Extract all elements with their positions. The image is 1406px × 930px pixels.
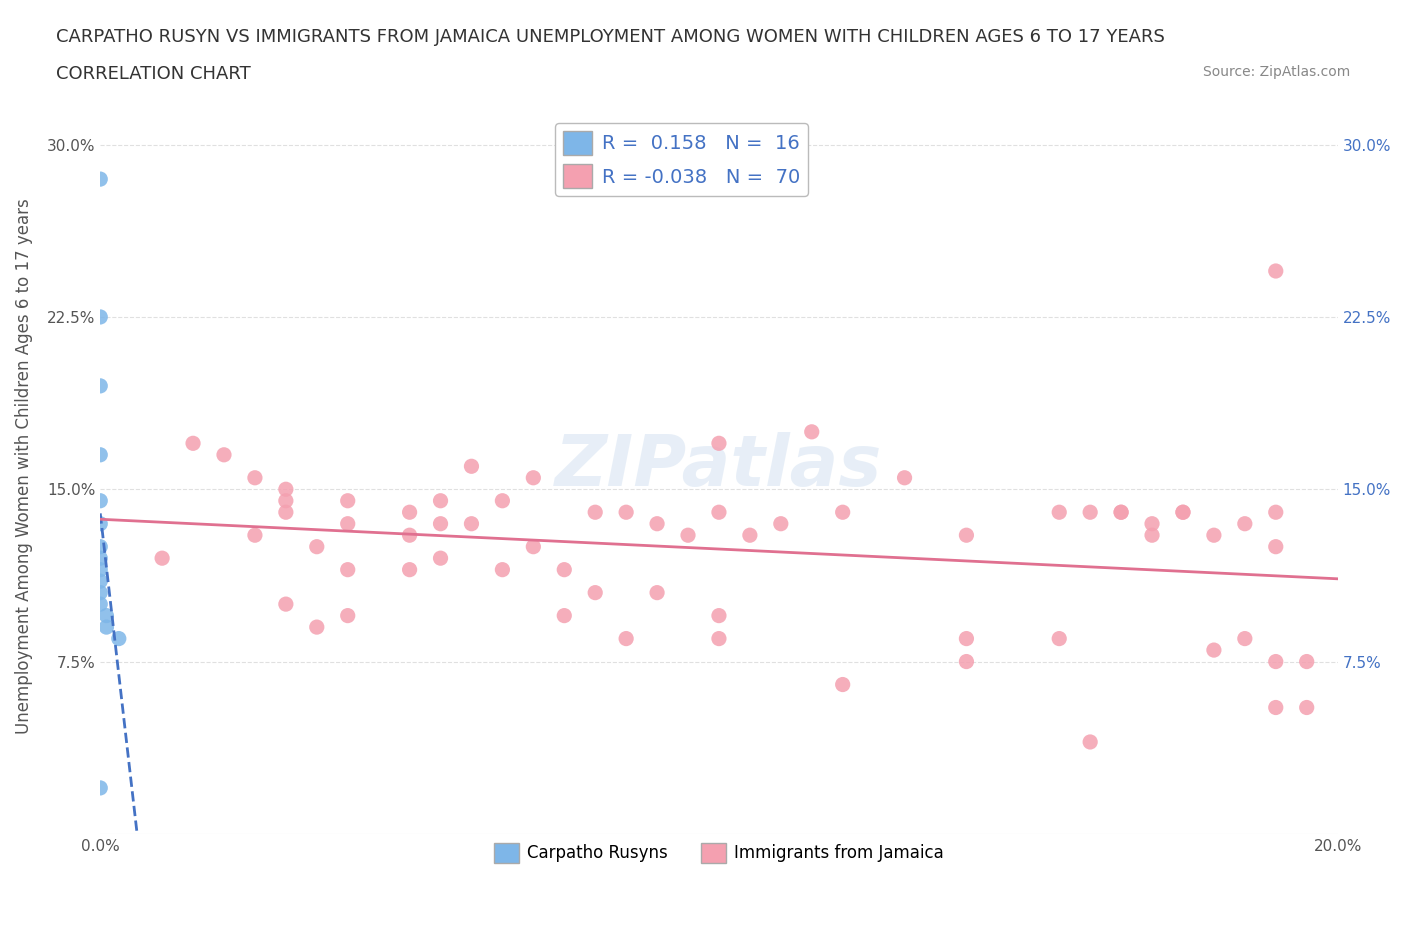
Point [491,493,513,508]
Text: ZIPatlas: ZIPatlas [555,432,883,500]
Point [305,619,328,634]
Point [89,585,111,600]
Point [955,654,977,669]
Point [955,631,977,646]
Point [1295,654,1317,669]
Point [429,493,451,508]
Point [1202,527,1225,542]
Point [89,780,111,795]
Point [583,585,606,600]
Point [1109,505,1132,520]
Point [89,516,111,531]
Point [274,505,297,520]
Point [243,471,266,485]
Point [274,597,297,612]
Point [831,505,853,520]
Point [460,516,482,531]
Point [1140,516,1163,531]
Point [707,608,730,623]
Point [89,379,111,393]
Point [398,505,420,520]
Point [150,551,173,565]
Point [1140,527,1163,542]
Point [1264,505,1286,520]
Point [1233,631,1256,646]
Point [460,458,482,473]
Point [491,563,513,578]
Point [243,527,266,542]
Point [800,424,823,439]
Point [707,505,730,520]
Point [89,310,111,325]
Point [89,574,111,589]
Point [1295,700,1317,715]
Point [336,563,359,578]
Text: CORRELATION CHART: CORRELATION CHART [56,65,252,83]
Y-axis label: Unemployment Among Women with Children Ages 6 to 17 years: Unemployment Among Women with Children A… [15,198,32,734]
Point [429,516,451,531]
Point [553,563,575,578]
Point [89,597,111,612]
Point [1078,505,1101,520]
Point [676,527,699,542]
Point [583,505,606,520]
Point [645,516,668,531]
Point [614,505,637,520]
Point [96,608,118,623]
Point [1264,539,1286,554]
Point [89,172,111,187]
Point [893,471,915,485]
Point [305,539,328,554]
Point [89,563,111,578]
Point [274,493,297,508]
Point [89,539,111,554]
Point [336,516,359,531]
Point [1078,735,1101,750]
Point [955,527,977,542]
Point [398,527,420,542]
Text: CARPATHO RUSYN VS IMMIGRANTS FROM JAMAICA UNEMPLOYMENT AMONG WOMEN WITH CHILDREN: CARPATHO RUSYN VS IMMIGRANTS FROM JAMAIC… [56,28,1166,46]
Point [614,631,637,646]
Point [398,563,420,578]
Point [1171,505,1194,520]
Point [769,516,792,531]
Point [96,619,118,634]
Legend: Carpatho Rusyns, Immigrants from Jamaica: Carpatho Rusyns, Immigrants from Jamaica [486,836,950,870]
Point [553,608,575,623]
Point [89,551,111,565]
Point [429,551,451,565]
Point [336,493,359,508]
Point [831,677,853,692]
Point [1109,505,1132,520]
Point [1202,643,1225,658]
Point [707,436,730,451]
Point [108,631,131,646]
Point [1264,263,1286,278]
Point [738,527,761,542]
Point [1264,700,1286,715]
Point [181,436,204,451]
Point [645,585,668,600]
Point [89,447,111,462]
Point [212,447,235,462]
Point [1264,654,1286,669]
Point [1171,505,1194,520]
Point [522,471,544,485]
Point [1233,516,1256,531]
Point [522,539,544,554]
Point [707,631,730,646]
Text: Source: ZipAtlas.com: Source: ZipAtlas.com [1202,65,1350,79]
Point [274,482,297,497]
Point [336,608,359,623]
Point [1047,631,1070,646]
Point [89,493,111,508]
Point [1047,505,1070,520]
